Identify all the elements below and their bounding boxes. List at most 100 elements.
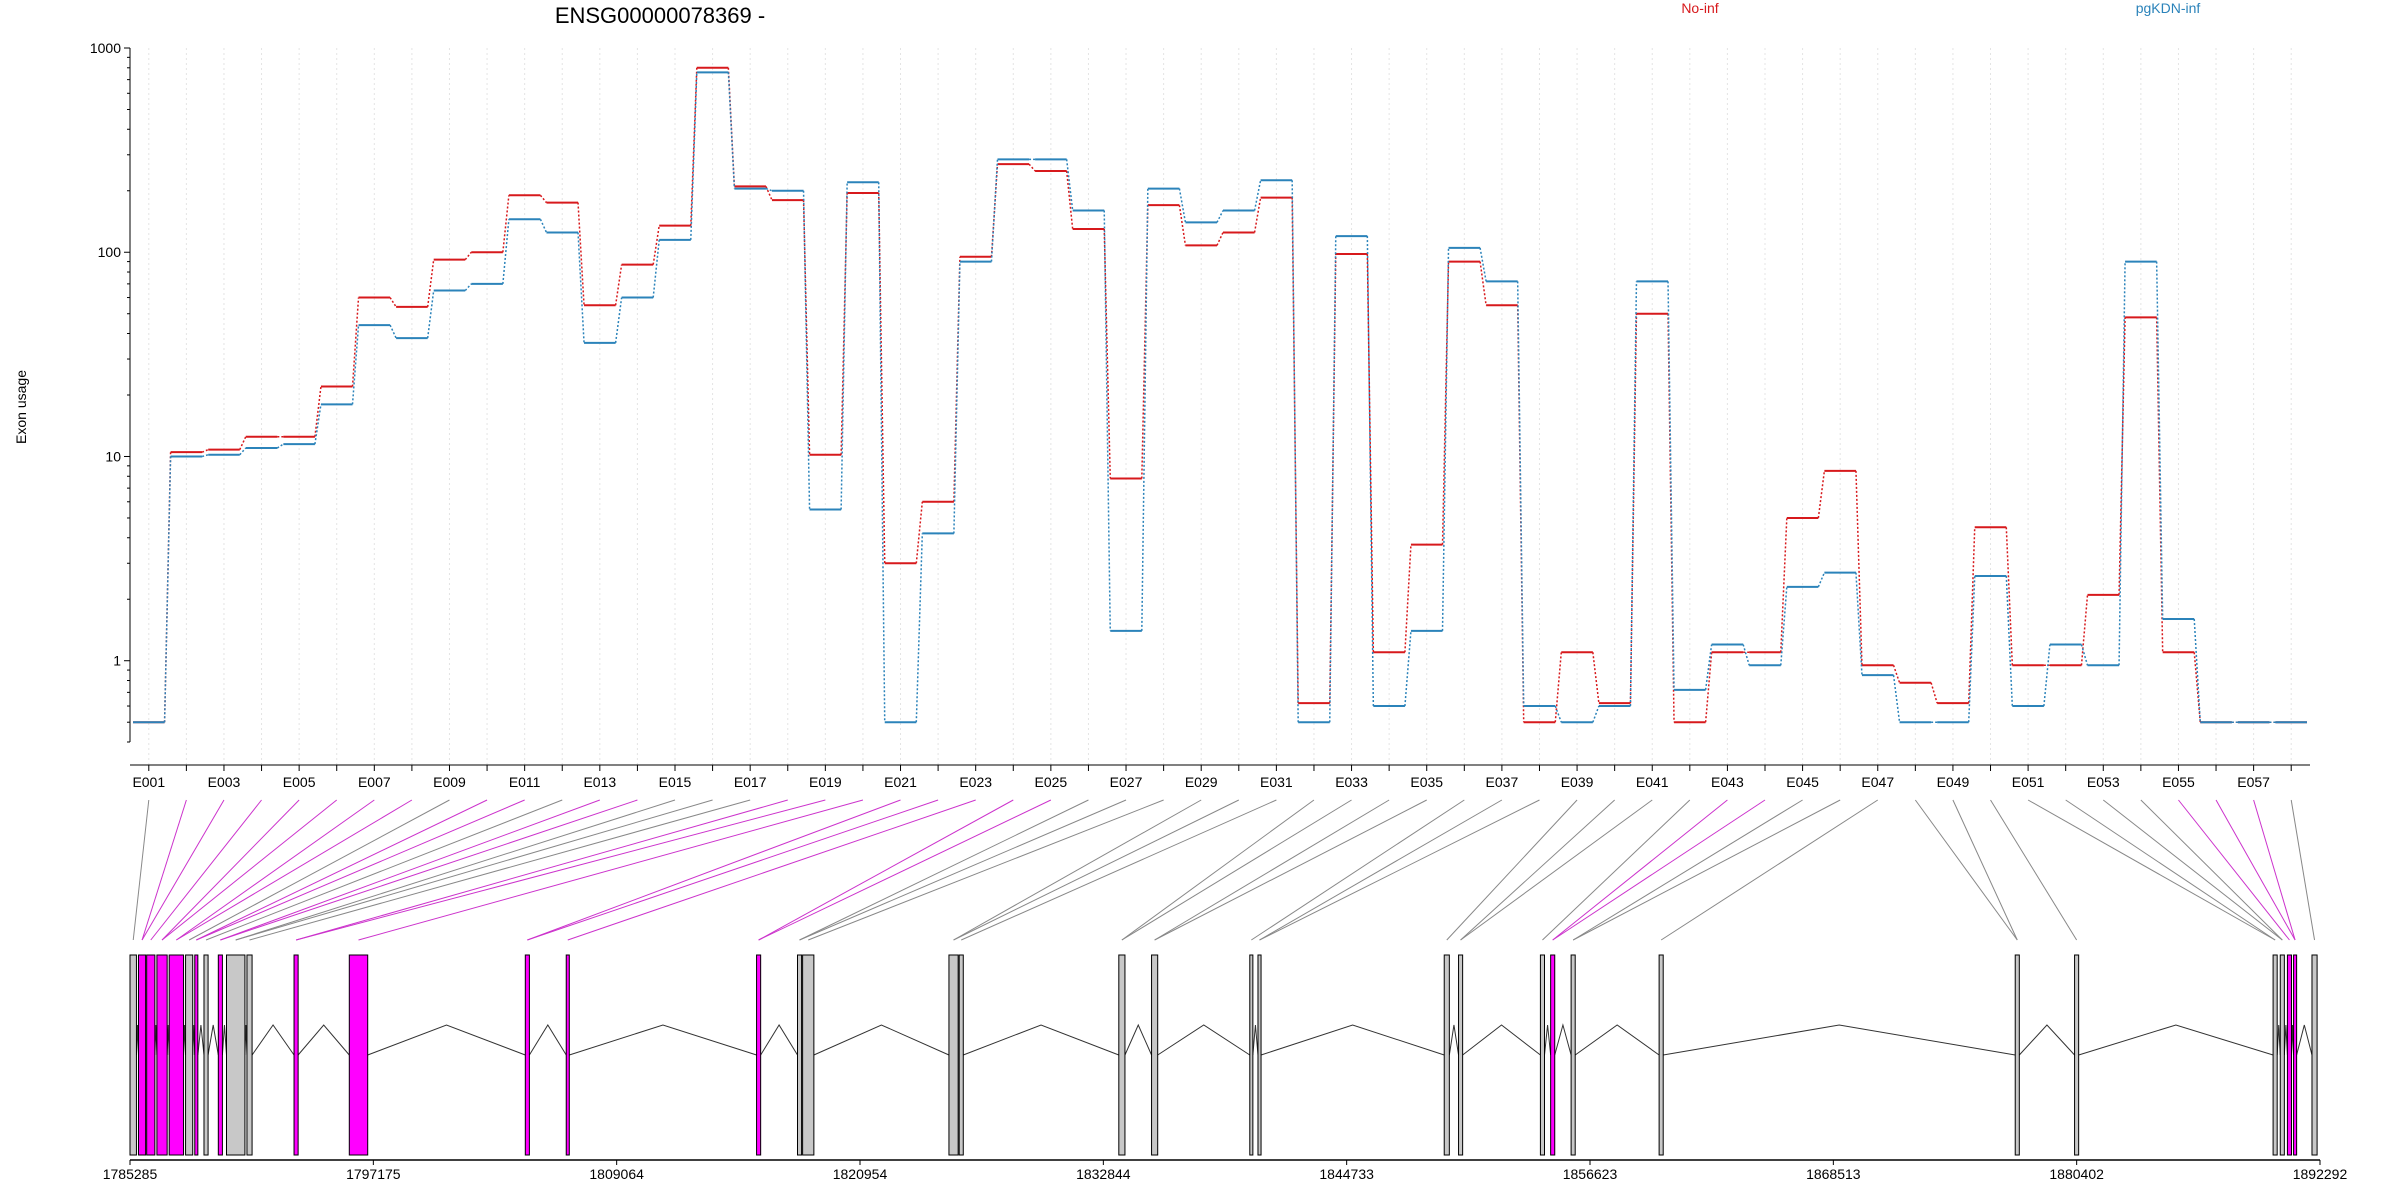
series-connector <box>1103 228 1111 479</box>
exon-highlighted <box>1550 954 1556 1156</box>
exon-connector <box>1914 799 2018 941</box>
x-tick-label: E037 <box>1486 774 1519 790</box>
series-connector <box>464 283 472 291</box>
series-connector <box>990 164 999 257</box>
exon-connector <box>1154 799 1427 941</box>
series-connector <box>2193 618 2201 723</box>
series-connector <box>2155 261 2164 620</box>
exon-highlighted <box>293 954 299 1156</box>
exon-connector <box>2102 799 2283 941</box>
x-tick-label: E047 <box>1861 774 1894 790</box>
intron <box>207 1024 219 1056</box>
exon <box>1443 954 1450 1156</box>
exon-connector <box>1990 799 2078 941</box>
series-connector <box>2005 575 2014 707</box>
series-connector <box>1065 159 1074 211</box>
intron <box>297 1024 350 1056</box>
series-connector <box>1329 236 1337 723</box>
exon <box>2272 954 2278 1156</box>
exon-connector <box>1552 799 1766 941</box>
series-connector <box>502 195 510 253</box>
series-connector <box>389 297 397 308</box>
series-connector <box>652 225 660 265</box>
series-connector <box>1967 575 1976 723</box>
series-connector <box>314 404 322 445</box>
series-connector <box>2005 527 2014 666</box>
exon-connector <box>196 799 488 941</box>
genome-tick-label: 1809064 <box>589 1166 644 1182</box>
series-connector <box>1667 281 1675 690</box>
genome-tick-label: 1820954 <box>833 1166 888 1182</box>
series-connector <box>1253 180 1262 211</box>
genome-tick-label: 1844733 <box>1319 1166 1374 1182</box>
intron <box>1663 1024 2016 1056</box>
exon-connector <box>220 799 601 941</box>
series-connector <box>351 297 360 387</box>
exon-connector <box>188 799 450 941</box>
exon-connector <box>808 799 1164 941</box>
series-connector <box>1967 527 1976 704</box>
genome-tick-label: 1892292 <box>2293 1166 2348 1182</box>
intron <box>1124 1023 1153 1056</box>
exon-connector <box>2290 799 2316 941</box>
series-pgkdn-inf <box>133 71 2307 724</box>
x-tick-label: E057 <box>2237 774 2270 790</box>
series-connector <box>426 259 435 307</box>
intron <box>367 1024 526 1056</box>
x-tick-label: E043 <box>1711 774 1744 790</box>
series-connector <box>201 454 209 458</box>
series-connector <box>1516 281 1525 707</box>
exon-connector <box>1660 799 1879 941</box>
exon-connector <box>2027 799 2276 941</box>
exon-highlighted <box>348 954 369 1156</box>
series-connector <box>1817 470 1826 519</box>
exon-connector <box>1952 799 2018 941</box>
x-tick-label: E009 <box>433 774 466 790</box>
exon-connector <box>358 799 864 941</box>
exon-connector <box>205 799 563 941</box>
x-tick-label: E015 <box>659 774 692 790</box>
exon <box>185 954 194 1156</box>
genome-tick-label: 1797175 <box>346 1166 401 1182</box>
series-connector <box>539 194 548 204</box>
exon-highlighted <box>217 954 223 1156</box>
exon-connector-lines <box>132 799 2316 941</box>
exon-connector <box>1154 799 1390 941</box>
exon-connector <box>2065 799 2276 941</box>
exon-highlighted <box>137 954 147 1156</box>
series-connector <box>577 202 585 306</box>
series-connector <box>239 436 247 450</box>
genome-tick-label: 1832844 <box>1076 1166 1131 1182</box>
x-tick-label: E053 <box>2087 774 2120 790</box>
legend-entry-pgkdn-inf: pgKDN-inf <box>2136 0 2201 16</box>
series-connector <box>1554 652 1563 723</box>
exon <box>129 954 137 1156</box>
exon-highlighted <box>194 954 199 1156</box>
series-connector <box>652 239 660 298</box>
exon-connector <box>2253 799 2296 941</box>
exon <box>1539 954 1546 1156</box>
series-connector <box>1629 281 1638 707</box>
intron <box>1260 1024 1445 1056</box>
series-connector <box>577 232 585 343</box>
series-connector <box>915 533 924 723</box>
exon-connector <box>141 799 187 941</box>
series-connector <box>1216 210 1224 223</box>
series-connector <box>1253 197 1262 233</box>
intron <box>197 1024 205 1056</box>
exon-connector <box>2178 799 2290 941</box>
exon <box>958 954 964 1156</box>
exon-connector <box>953 799 1202 941</box>
exon-connector <box>1572 799 1841 941</box>
series-connector <box>163 456 172 723</box>
series-connector <box>1441 247 1450 631</box>
exon-connector <box>799 799 1127 941</box>
series-connector <box>1704 644 1713 690</box>
series-connector <box>1892 665 1901 684</box>
exon <box>796 954 803 1156</box>
series-connector <box>1855 572 1863 676</box>
exon-highlighted <box>524 954 530 1156</box>
y-tick-label: 10 <box>105 448 121 464</box>
intron <box>760 1024 798 1056</box>
series-connector <box>464 251 472 261</box>
